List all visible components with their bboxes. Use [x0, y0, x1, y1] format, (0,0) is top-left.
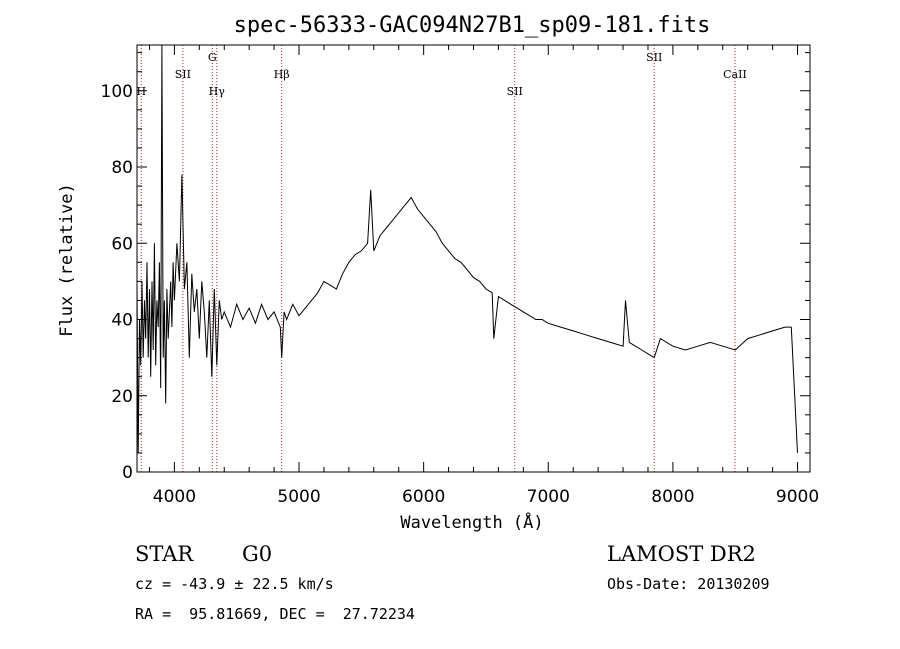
x-axis-label: Wavelength (Å)	[400, 511, 543, 533]
line-marker-label: SII	[646, 51, 662, 64]
line-marker-label: G	[208, 51, 217, 64]
x-tick-label: 4000	[153, 487, 196, 507]
plot-frame	[136, 44, 811, 473]
line-marker-label: SII	[507, 85, 523, 98]
x-tick-label: 6000	[402, 487, 445, 507]
x-tick-label: 8000	[651, 487, 694, 507]
line-marker-label: CaII	[723, 68, 747, 81]
x-tick-label: 5000	[277, 487, 320, 507]
spectral-line-labels: H SII G Hγ Hβ SII SII CaII	[136, 51, 746, 98]
y-axis-ticks	[137, 52, 810, 473]
x-tick-label: 9000	[776, 487, 819, 507]
sky-coordinates: RA = 95.81669, DEC = 27.72234	[135, 605, 415, 623]
y-tick-label: 20	[111, 387, 133, 407]
spectral-line-markers	[140, 45, 736, 472]
line-marker-label: H	[136, 85, 146, 98]
x-axis-tick-labels: 4000 5000 6000 7000 8000 9000	[153, 487, 819, 507]
y-tick-label: 80	[111, 158, 133, 178]
line-marker-label: SII	[175, 68, 191, 81]
y-tick-label: 40	[111, 311, 133, 331]
x-tick-label: 7000	[527, 487, 570, 507]
spectrum-series-line	[136, 44, 798, 453]
survey-name: LAMOST DR2	[607, 542, 756, 566]
x-axis-ticks	[148, 45, 799, 472]
object-class: STAR	[135, 542, 194, 566]
y-tick-label: 0	[122, 463, 133, 483]
y-tick-label: 100	[101, 82, 133, 102]
redshift-cz: cz = -43.9 ± 22.5 km/s	[135, 575, 334, 593]
line-marker-label: Hγ	[209, 85, 226, 98]
y-axis-tick-labels: 0 20 40 60 80 100	[101, 82, 133, 483]
line-marker-label: Hβ	[274, 68, 290, 81]
y-tick-label: 60	[111, 234, 133, 254]
y-axis-label: Flux (relative)	[57, 183, 77, 337]
observation-date: Obs-Date: 20130209	[607, 575, 770, 593]
object-subclass: G0	[242, 542, 272, 566]
chart-title: spec-56333-GAC094N27B1_sp09-181.fits	[234, 13, 711, 38]
